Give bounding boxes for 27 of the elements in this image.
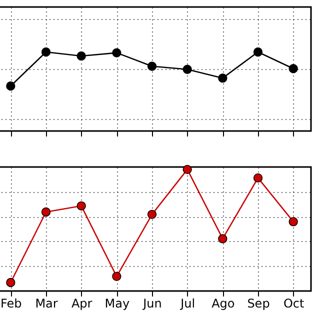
point <box>182 64 192 74</box>
point <box>6 81 16 91</box>
point <box>182 164 192 174</box>
point <box>6 278 16 288</box>
point <box>288 64 298 74</box>
x-tick-label: May <box>104 296 130 310</box>
x-tick-label: Apr <box>71 296 92 310</box>
point <box>41 47 51 57</box>
point <box>41 207 51 217</box>
point <box>288 217 298 226</box>
point <box>147 210 157 219</box>
x-tick-label: Feb <box>0 296 22 310</box>
point <box>112 272 122 281</box>
x-tick-label: Oct <box>283 296 304 310</box>
point <box>253 47 263 57</box>
x-tick-label: Jul <box>180 296 196 310</box>
x-tick-label: Ago <box>212 296 235 310</box>
point <box>253 173 263 183</box>
x-tick-label: Mar <box>35 296 58 310</box>
point <box>218 234 228 244</box>
point <box>112 48 122 58</box>
x-tick-label: Jun <box>142 296 162 310</box>
point <box>76 201 86 210</box>
x-tick-label: Sep <box>247 296 270 310</box>
point <box>147 62 157 71</box>
point <box>76 51 86 61</box>
point <box>218 74 228 83</box>
